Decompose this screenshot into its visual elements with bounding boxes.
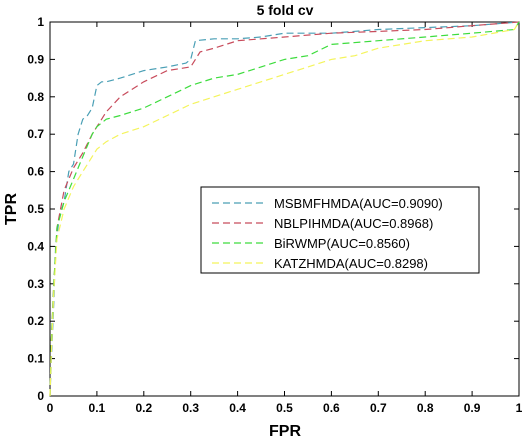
y-tick-label: 1 <box>37 15 44 29</box>
chart-title: 5 fold cv <box>257 2 314 18</box>
y-tick-label: 0 <box>37 389 44 403</box>
x-tick-label: 0.2 <box>135 401 152 415</box>
series-line-3 <box>49 21 520 397</box>
legend: MSBMFHMDA(AUC=0.9090) NBLPIHMDA(AUC=0.896… <box>200 186 480 274</box>
x-tick-label: 0.8 <box>417 401 434 415</box>
legend-box <box>200 186 480 274</box>
y-tick-label: 0.6 <box>27 165 44 179</box>
series-line-0 <box>49 21 520 397</box>
x-tick-label: 0 <box>47 401 54 415</box>
x-tick-label: 0.9 <box>464 401 481 415</box>
y-tick-label: 0.2 <box>27 314 44 328</box>
x-axis-label: FPR <box>269 423 301 439</box>
legend-label: NBLPIHMDA(AUC=0.8968) <box>274 216 433 231</box>
x-tick-label: 0.3 <box>182 401 199 415</box>
y-tick-label: 0.7 <box>27 127 44 141</box>
x-tick-label: 0.1 <box>89 401 106 415</box>
series-line-2 <box>49 21 520 397</box>
y-tick-label: 0.5 <box>27 202 44 216</box>
x-tick-label: 0.4 <box>229 401 246 415</box>
x-tick-label: 1 <box>516 401 523 415</box>
x-tick-label: 0.6 <box>323 401 340 415</box>
y-tick-label: 0.4 <box>27 239 44 253</box>
y-tick-label: 0.1 <box>27 352 44 366</box>
y-tick-label: 0.9 <box>27 52 44 66</box>
legend-label: MSBMFHMDA(AUC=0.9090) <box>274 196 443 211</box>
y-axis-ticks: 0 0.1 0.2 0.3 0.4 0.5 0.6 0.7 0.8 0.9 1 <box>27 15 519 403</box>
y-tick-label: 0.8 <box>27 90 44 104</box>
x-tick-label: 0.5 <box>276 401 293 415</box>
y-tick-label: 0.3 <box>27 277 44 291</box>
legend-label: KATZHMDA(AUC=0.8298) <box>274 256 428 271</box>
legend-label: BiRWMP(AUC=0.8560) <box>274 236 410 251</box>
x-tick-label: 0.7 <box>370 401 387 415</box>
y-axis-label: TPR <box>3 193 20 225</box>
series-layer <box>49 21 520 397</box>
series-line-1 <box>49 21 520 397</box>
x-axis-ticks: 0 0.1 0.2 0.3 0.4 0.5 0.6 0.7 0.8 0.9 1 <box>47 22 523 415</box>
